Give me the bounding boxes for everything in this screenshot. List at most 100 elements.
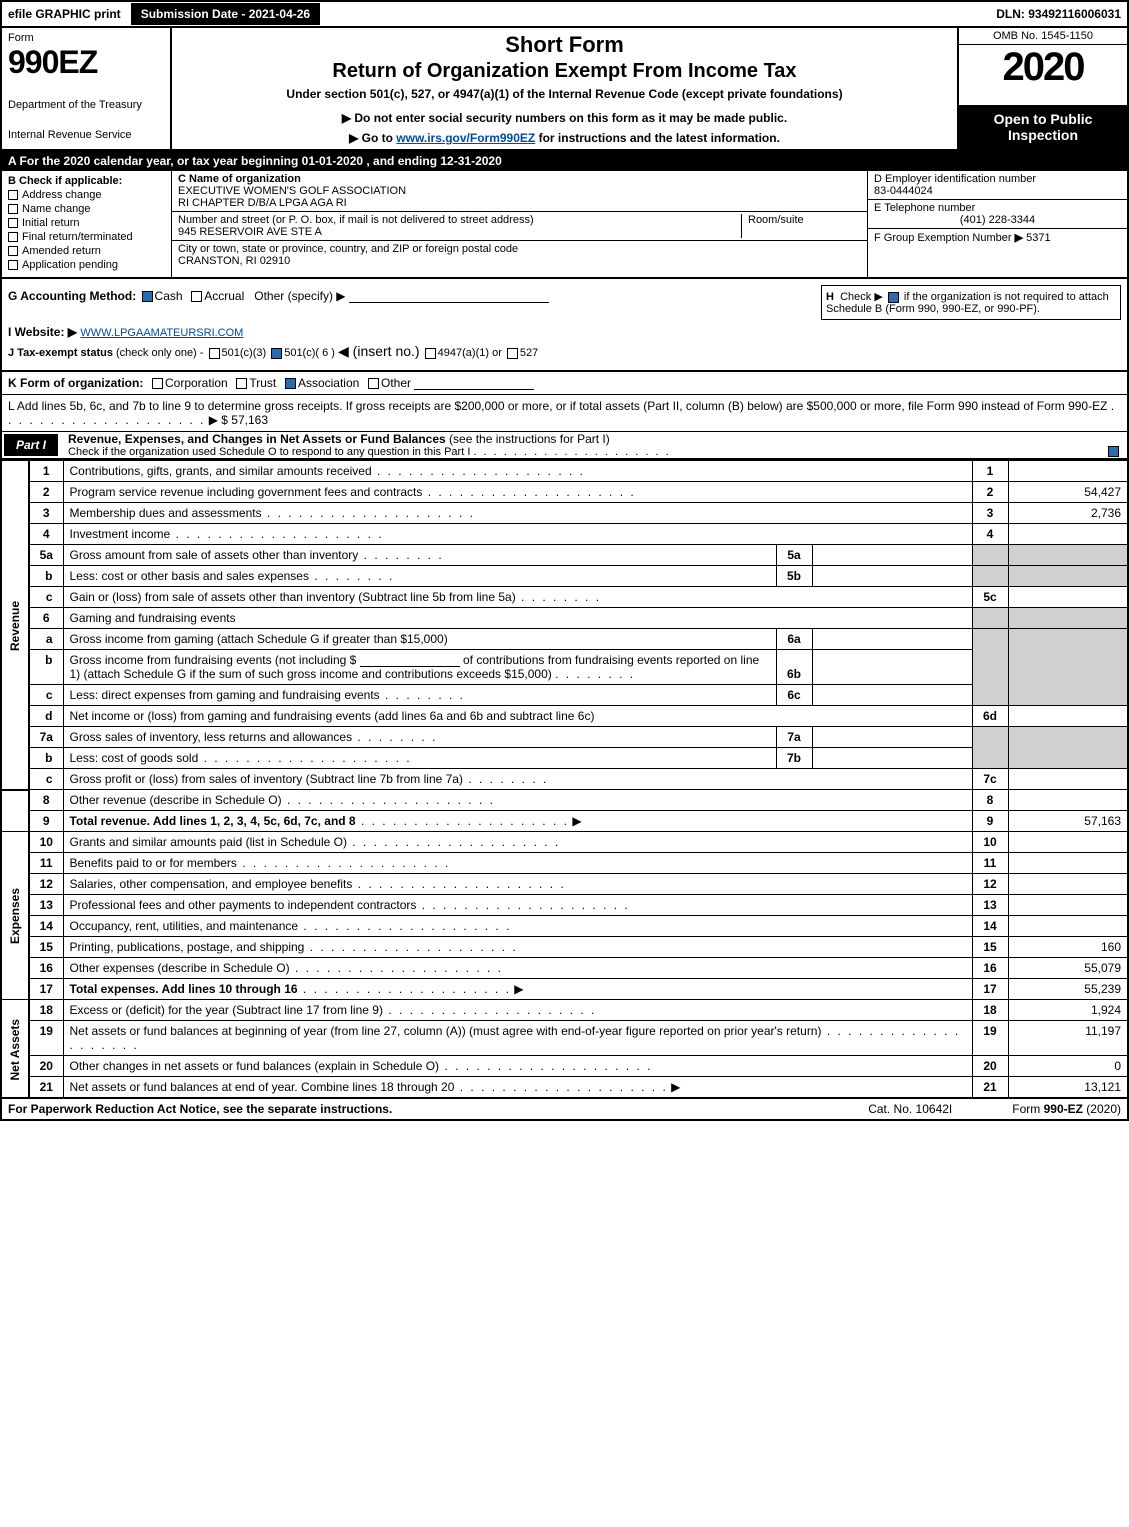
line5a-col-shade [972,545,1008,566]
line20-desc: Other changes in net assets or fund bala… [70,1059,440,1073]
line17-col: 17 [972,979,1008,1000]
line7b-num: b [29,748,63,769]
chk-g-accrual[interactable] [191,291,202,302]
chk-j-501c3[interactable] [209,348,220,359]
c-org-name2: RI CHAPTER D/B/A LPGA AGA RI [178,197,347,209]
line6d-desc: Net income or (loss) from gaming and fun… [70,709,595,723]
line9-amt: 57,163 [1008,811,1128,832]
line6-col-shade [972,608,1008,629]
part1-sub: Check if the organization used Schedule … [68,446,470,458]
h-text1: Check ▶ [840,291,883,303]
i-website-link[interactable]: WWW.LPGAAMATEURSRI.COM [80,327,243,339]
lbl-amended-return: Amended return [22,245,101,257]
line13-amt [1008,895,1128,916]
chk-j-4947[interactable] [425,348,436,359]
line3-amt: 2,736 [1008,503,1128,524]
k-other-field[interactable] [414,389,534,390]
line6d-amt [1008,706,1128,727]
chk-address-change[interactable] [8,190,18,200]
chk-k-trust[interactable] [236,378,247,389]
line10-desc: Grants and similar amounts paid (list in… [70,835,347,849]
g-other-field[interactable] [349,302,549,303]
line6c-num: c [29,685,63,706]
row-a-tax-year: A For the 2020 calendar year, or tax yea… [0,151,1129,171]
line7b-minival [812,748,972,769]
lbl-initial-return: Initial return [22,217,79,229]
line8-desc: Other revenue (describe in Schedule O) [70,793,282,807]
line12-num: 12 [29,874,63,895]
line5c-amt [1008,587,1128,608]
form-ref: Form 990-EZ (2020) [1012,1102,1121,1116]
line12-amt [1008,874,1128,895]
line7a-num: 7a [29,727,63,748]
line6c-desc: Less: direct expenses from gaming and fu… [70,688,380,702]
line6abc-amt-shade [1008,629,1128,706]
part1-title-hint: (see the instructions for Part I) [449,432,610,446]
chk-j-501c[interactable] [271,348,282,359]
rows-g-through-j: H Check ▶ if the organization is not req… [0,279,1129,372]
k-corp: Corporation [165,376,228,390]
line2-num: 2 [29,482,63,503]
line21-arrow-icon: ▶ [671,1080,680,1094]
header-right: OMB No. 1545-1150 2020 Open to Public In… [957,28,1127,149]
f-group-num: 5371 [1026,232,1050,244]
irs: Internal Revenue Service [8,129,164,141]
line5c-col: 5c [972,587,1008,608]
chk-amended-return[interactable] [8,246,18,256]
line21-col: 21 [972,1077,1008,1099]
tax-year: 2020 [959,45,1127,105]
line2-amt: 54,427 [1008,482,1128,503]
k-label: K Form of organization: [8,376,143,390]
line14-amt [1008,916,1128,937]
chk-initial-return[interactable] [8,218,18,228]
irs-link[interactable]: www.irs.gov/Form990EZ [396,131,535,145]
department: Department of the Treasury [8,99,164,111]
line11-num: 11 [29,853,63,874]
line9-num: 9 [29,811,63,832]
block-def: D Employer identification number 83-0444… [867,171,1127,277]
sidelabel-expenses: Expenses [1,832,29,1000]
chk-part1-schedule-o[interactable] [1108,446,1119,457]
chk-k-corp[interactable] [152,378,163,389]
chk-final-return[interactable] [8,232,18,242]
form-word: Form [8,32,164,44]
line14-desc: Occupancy, rent, utilities, and maintena… [70,919,299,933]
line21-num: 21 [29,1077,63,1099]
c-city: CRANSTON, RI 02910 [178,255,290,267]
l-amount: $ 57,163 [221,413,268,427]
line6-desc: Gaming and fundraising events [63,608,972,629]
part1-title: Revenue, Expenses, and Changes in Net As… [60,432,1127,458]
line4-amt [1008,524,1128,545]
line10-amt [1008,832,1128,853]
j-501c3: 501(c)(3) [222,347,267,359]
line16-num: 16 [29,958,63,979]
form-number: 990EZ [8,44,164,81]
i-label: I Website: ▶ [8,325,77,339]
line5b-num: b [29,566,63,587]
line15-amt: 160 [1008,937,1128,958]
line15-num: 15 [29,937,63,958]
chk-j-527[interactable] [507,348,518,359]
sidelabel-revenue2 [1,790,29,832]
omb-number: OMB No. 1545-1150 [959,28,1127,45]
chk-k-other[interactable] [368,378,379,389]
h-box: H Check ▶ if the organization is not req… [821,285,1121,320]
short-form-title: Short Form [180,32,949,58]
chk-g-cash[interactable] [142,291,153,302]
line17-num: 17 [29,979,63,1000]
chk-k-assoc[interactable] [285,378,296,389]
chk-h-schedule-b[interactable] [888,292,899,303]
line19-desc: Net assets or fund balances at beginning… [70,1024,822,1038]
c-street: 945 RESERVOIR AVE STE A [178,226,322,238]
chk-application-pending[interactable] [8,260,18,270]
chk-name-change[interactable] [8,204,18,214]
line4-num: 4 [29,524,63,545]
line6d-col: 6d [972,706,1008,727]
line7c-num: c [29,769,63,790]
line8-num: 8 [29,790,63,811]
k-other: Other [381,376,411,390]
d-ein: 83-0444024 [874,185,933,197]
j-insert: ◀ (insert no.) [338,343,420,359]
j-hint: (check only one) - [116,347,203,359]
header-center: Short Form Return of Organization Exempt… [172,28,957,149]
